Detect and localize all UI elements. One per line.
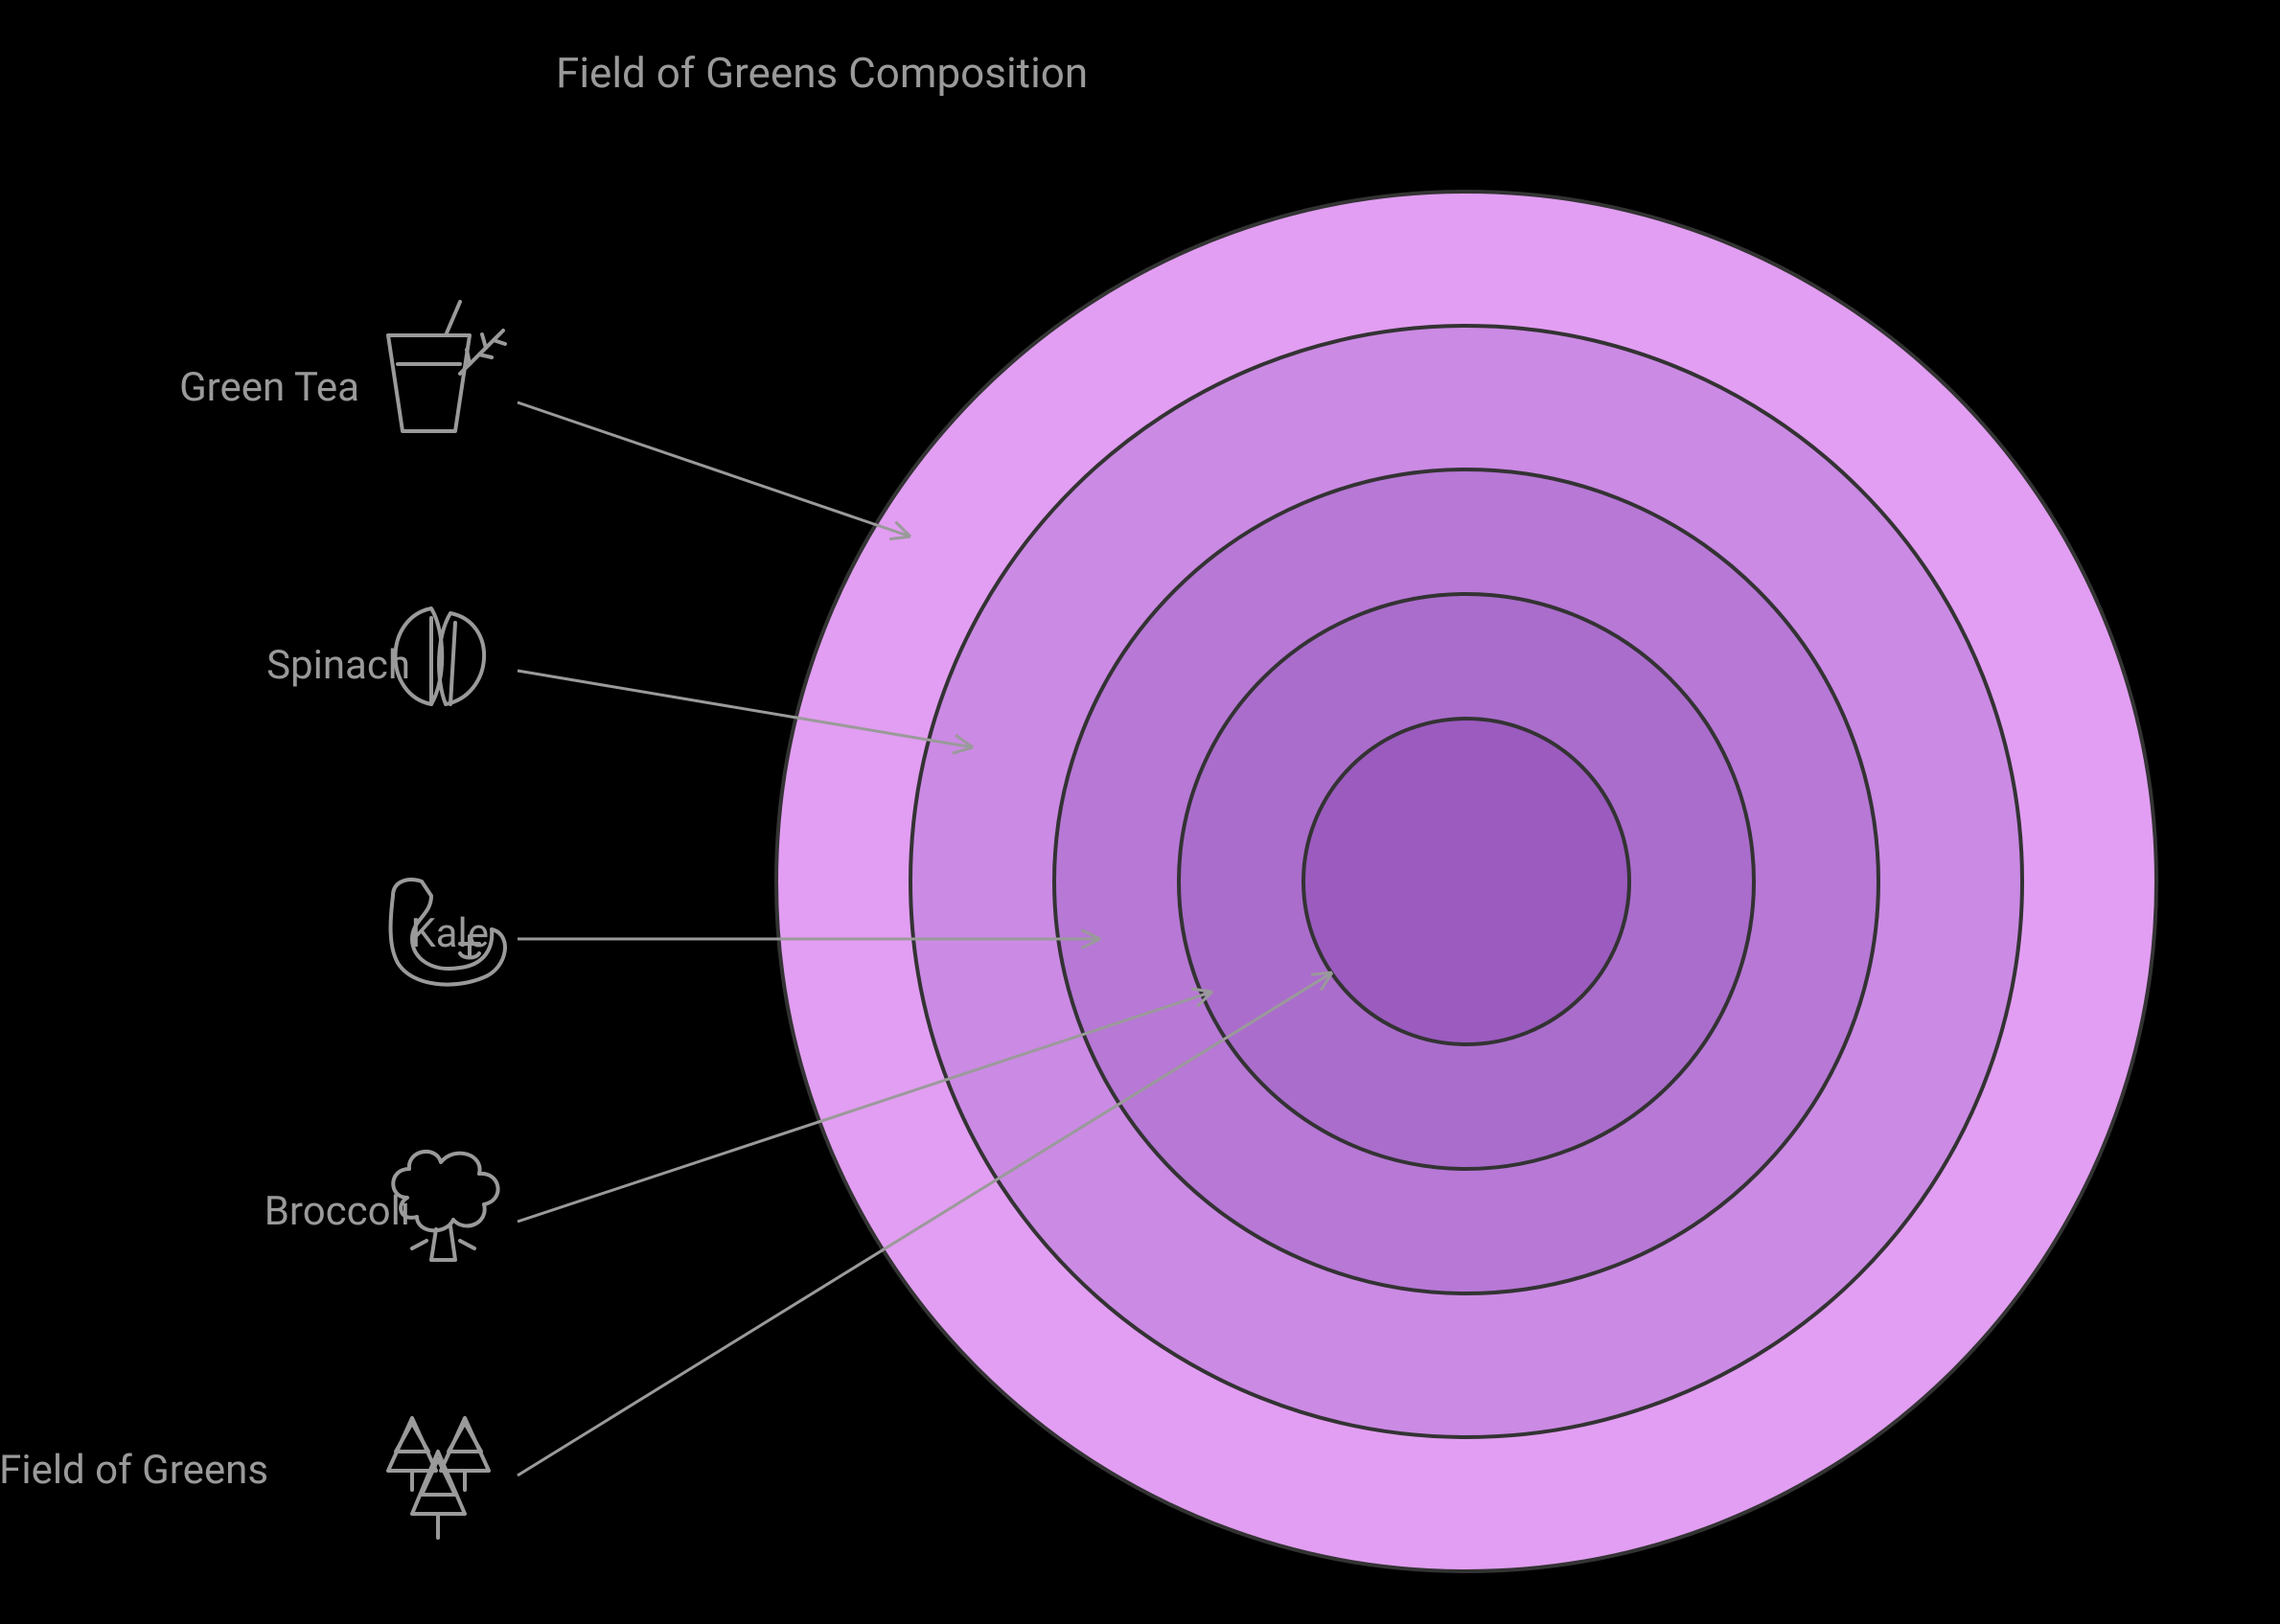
rings-group [776,192,2156,1571]
label-field-of-greens: Field of Greens [0,1447,268,1494]
label-green-tea: Green Tea [72,364,359,411]
label-kale: Kale [201,910,489,957]
rings-svg [0,0,2280,1624]
diagram-container: Field of Greens Composition Green TeaSpi… [0,0,2280,1624]
label-broccoli: Broccoli [123,1188,410,1235]
label-spinach: Spinach [123,642,410,689]
arrow-green-tea [518,402,910,539]
field-of-greens-icon [388,1418,489,1538]
green-tea-icon [388,302,505,431]
ring-field-of-greens [1303,719,1629,1044]
